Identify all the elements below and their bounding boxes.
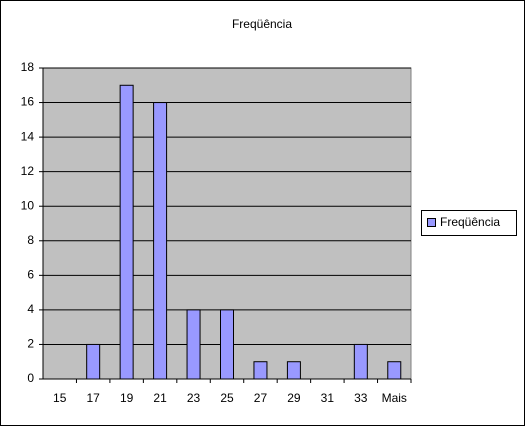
- y-tick-label: 16: [21, 95, 35, 109]
- x-tick-label: 25: [220, 391, 234, 405]
- x-tick-label: 31: [321, 391, 335, 405]
- x-tick-label: 15: [53, 391, 67, 405]
- y-tick-label: 8: [27, 233, 34, 247]
- bar: [86, 343, 101, 380]
- y-tick-label: 10: [21, 198, 35, 212]
- x-tick-label: 17: [87, 391, 101, 405]
- x-tick-label: 27: [254, 391, 268, 405]
- x-tick-label: 21: [153, 391, 167, 405]
- y-tick-label: 2: [27, 337, 34, 351]
- y-tick-label: 4: [27, 302, 34, 316]
- x-tick-label: 23: [187, 391, 201, 405]
- bar: [253, 361, 268, 380]
- bar: [387, 361, 402, 380]
- bar: [119, 84, 134, 380]
- y-tick-label: 12: [21, 164, 35, 178]
- chart-title: Freqüência: [232, 17, 292, 31]
- y-tick-label: 0: [27, 371, 34, 385]
- x-tick-label: 19: [120, 391, 134, 405]
- bar: [153, 102, 168, 380]
- x-tick-label: 33: [354, 391, 368, 405]
- x-tick-label: Mais: [382, 391, 407, 405]
- legend-label: Freqüência: [440, 215, 500, 229]
- y-tick-label: 18: [21, 60, 35, 74]
- legend-swatch: [427, 218, 436, 227]
- bar: [220, 309, 234, 380]
- bar: [353, 343, 368, 380]
- x-tick-label: 29: [287, 391, 301, 405]
- y-tick-label: 6: [27, 268, 34, 282]
- legend-box: [421, 210, 517, 236]
- bar: [286, 361, 301, 380]
- y-tick-label: 14: [21, 129, 35, 143]
- bar: [186, 309, 201, 380]
